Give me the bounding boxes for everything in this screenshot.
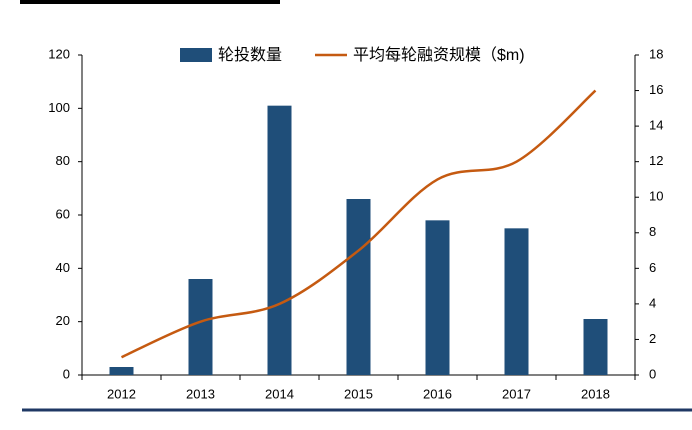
x-tick-label: 2012 (107, 386, 136, 401)
bar (267, 105, 292, 376)
x-tick-label: 2014 (265, 386, 294, 401)
bar (425, 220, 450, 375)
y-tick-label: 80 (56, 153, 70, 168)
y2-tick-label: 2 (649, 331, 656, 346)
y2-tick-label: 0 (649, 366, 656, 381)
y-tick-label: 100 (48, 100, 70, 115)
y2-tick-label: 6 (649, 260, 656, 275)
x-tick-label: 2013 (186, 386, 215, 401)
x-tick-label: 2016 (423, 386, 452, 401)
bar (109, 367, 134, 375)
y-tick-label: 0 (63, 366, 70, 381)
line (120, 89, 597, 359)
y2-tick-label: 4 (649, 295, 656, 310)
y2-tick-label: 8 (649, 224, 656, 239)
bar (583, 319, 608, 375)
top-rule (20, 0, 280, 4)
legend-label: 轮投数量 (218, 46, 282, 64)
y2-tick-label: 18 (649, 46, 663, 61)
bar (346, 199, 371, 375)
legend-swatch (180, 48, 212, 62)
y2-tick-label: 14 (649, 118, 663, 133)
y-tick-label: 60 (56, 206, 70, 221)
y-tick-label: 40 (56, 260, 70, 275)
x-tick-label: 2015 (344, 386, 373, 401)
y-tick-label: 20 (56, 313, 70, 328)
y2-tick-label: 10 (649, 189, 663, 204)
y2-tick-label: 12 (649, 153, 663, 168)
x-tick-label: 2017 (502, 386, 531, 401)
x-tick-label: 2018 (581, 386, 610, 401)
y2-tick-label: 16 (649, 82, 663, 97)
legend-label: 平均每轮融资规模（$m) (353, 46, 525, 64)
y-tick-label: 120 (48, 46, 70, 61)
bar (504, 228, 529, 375)
bar (188, 279, 213, 375)
